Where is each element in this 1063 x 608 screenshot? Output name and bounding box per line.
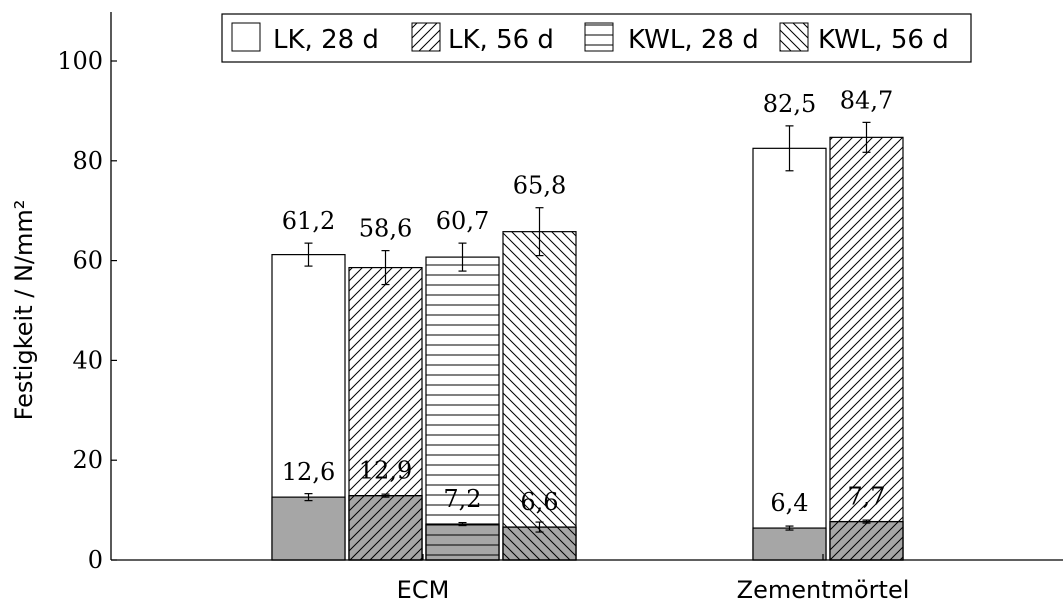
x-tick-label-zementmoertel: Zementmörtel — [737, 576, 910, 604]
y-tick-label-80: 80 — [72, 147, 103, 175]
y-tick-label-40: 40 — [72, 346, 103, 374]
bar-1-0-compressive-label: 82,5 — [763, 90, 816, 118]
bar-0-2-compressive-label: 60,7 — [436, 207, 489, 235]
bar-0-0-compressive-label: 61,2 — [282, 207, 335, 235]
bar-0-3-compressive-label: 65,8 — [513, 172, 566, 200]
legend-swatch-kwl-28d — [584, 22, 614, 52]
legend-label-lk-56d: LK, 56 d — [448, 25, 554, 55]
bar-1-1-flexural-hatch — [829, 520, 904, 561]
bar-0-3-compressive — [502, 231, 577, 561]
y-tick-label-60: 60 — [72, 247, 103, 275]
plot-area: 61,2 12,6 58,6 12,9 60,7 7,2 65,8 6,6 82,5 6,4 84,… — [57, 12, 1063, 574]
bar-1-1-flexural-label: 7,7 — [847, 483, 885, 511]
y-tick-label-100: 100 — [57, 47, 103, 75]
bar-0-2-compressive — [425, 256, 500, 561]
legend-swatch-kwl-56d — [779, 22, 809, 52]
bar-1-0-compressive — [752, 147, 827, 561]
bar-1-0-flexural-label: 6,4 — [770, 489, 808, 517]
y-axis-label: Festigkeit / N/mm² — [10, 200, 38, 421]
bar-0-2-flexural-label: 7,2 — [443, 485, 481, 513]
bar-0-1-flexural-hatch — [348, 495, 423, 561]
y-tick-label-20: 20 — [72, 446, 103, 474]
legend-label-kwl-56d: KWL, 56 d — [818, 25, 949, 55]
legend-swatch-lk-56d — [411, 22, 441, 52]
legend: LK, 28 d LK, 56 d KWL, 28 d KWL, 56 d — [221, 13, 972, 63]
legend-label-lk-28d: LK, 28 d — [273, 25, 379, 55]
bar-0-1-flexural-label: 12,9 — [359, 457, 412, 485]
bar-0-3-flexural-label: 6,6 — [520, 488, 558, 516]
bar-0-1-compressive-label: 58,6 — [359, 215, 412, 243]
legend-swatch-lk-28d — [231, 22, 261, 52]
bar-0-0-flexural-base — [271, 496, 346, 561]
bar-1-0-flexural-base — [752, 527, 827, 561]
legend-label-kwl-28d: KWL, 28 d — [628, 25, 759, 55]
bar-0-0-flexural-label: 12,6 — [282, 458, 335, 486]
y-tick-label-0: 0 — [88, 546, 103, 574]
bar-1-1-compressive — [829, 136, 904, 561]
x-tick-label-ecm: ECM — [397, 576, 450, 604]
bar-0-2-flexural-hatch — [425, 523, 500, 561]
bar-1-1-compressive-label: 84,7 — [840, 86, 893, 114]
